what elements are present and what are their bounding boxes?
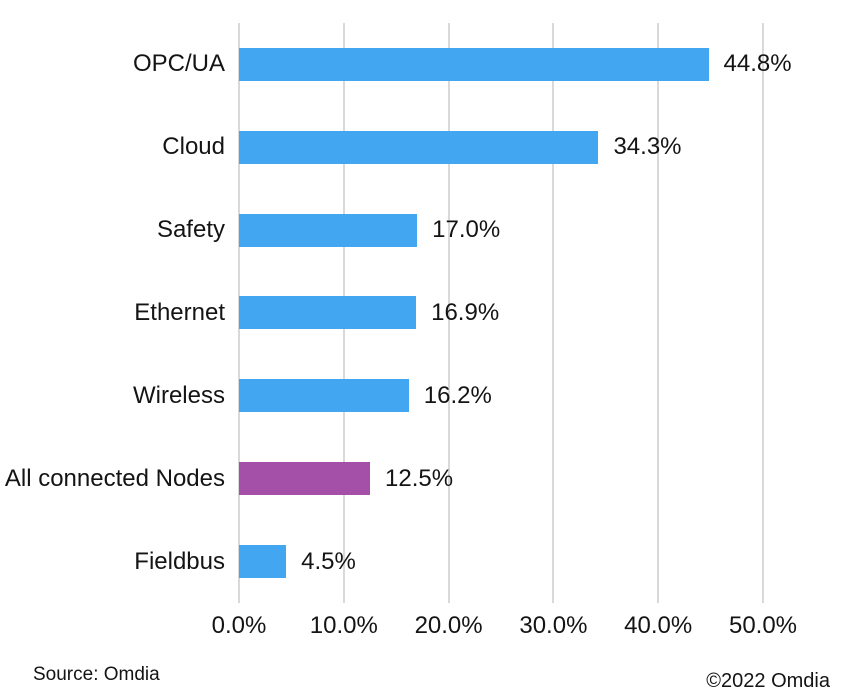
gridline	[762, 23, 764, 603]
bar	[239, 296, 417, 330]
bar-highlighted	[239, 462, 370, 496]
category-label: Fieldbus	[134, 547, 225, 575]
chart-row: Wireless 16.2%	[0, 354, 843, 437]
x-tick-label: 30.0%	[519, 612, 588, 639]
chart-row: Cloud 34.3%	[0, 106, 843, 189]
value-label: 4.5%	[301, 547, 356, 575]
category-label: Safety	[156, 216, 225, 244]
bar	[239, 213, 418, 247]
value-label: 12.5%	[385, 464, 454, 492]
chart-row: All connected Nodes 12.5%	[0, 437, 843, 520]
category-label: Cloud	[162, 133, 225, 161]
category-label: OPC/UA	[132, 50, 225, 78]
bar	[239, 379, 409, 413]
bar	[239, 130, 599, 164]
category-label: All connected Nodes	[4, 464, 225, 492]
value-label: 16.2%	[423, 381, 492, 409]
copyright-note: ©2022 Omdia	[706, 670, 830, 692]
source-note: Source: Omdia	[33, 664, 160, 685]
x-tick-label: 50.0%	[728, 612, 798, 639]
x-tick-label: 0.0%	[211, 612, 267, 639]
x-tick-label: 20.0%	[414, 612, 483, 639]
category-label: Wireless	[132, 381, 225, 409]
bar	[239, 545, 287, 579]
x-tick-label: 40.0%	[624, 612, 693, 639]
x-tick-label: 10.0%	[309, 612, 378, 639]
chart-row: OPC/UA 44.8%	[0, 23, 843, 106]
value-label: 17.0%	[432, 216, 501, 244]
value-label: 16.9%	[431, 298, 500, 326]
value-label: 34.3%	[613, 133, 682, 161]
category-label: Ethernet	[134, 298, 225, 326]
value-label: 44.8%	[723, 50, 792, 78]
gridline	[657, 23, 660, 603]
chart-row: Safety 17.0%	[0, 189, 843, 272]
gridline	[552, 23, 555, 603]
gridline	[447, 23, 450, 603]
chart-row: Fieldbus 4.5%	[0, 520, 843, 603]
bar	[239, 47, 709, 81]
chart-row: Ethernet 16.9%	[0, 272, 843, 355]
